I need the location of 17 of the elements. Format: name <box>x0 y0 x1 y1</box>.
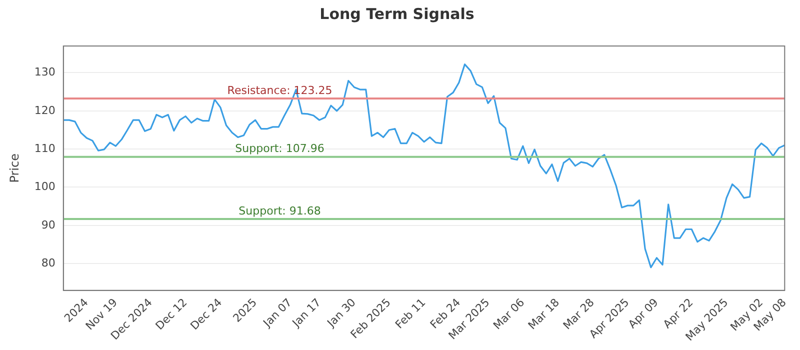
y-tick-label: 80 <box>41 256 56 270</box>
y-tick-label: 100 <box>34 180 56 194</box>
x-tick-label: Feb 11 <box>392 296 428 332</box>
y-axis-title: Price <box>7 154 22 183</box>
x-tick-label: Dec 24 <box>188 296 225 333</box>
ref-line-label: Support: 107.96 <box>235 142 324 156</box>
y-tick-label: 110 <box>34 142 56 155</box>
ref-line-label: Resistance: 123.25 <box>227 84 332 97</box>
y-tick-label: 120 <box>34 104 56 117</box>
ref-line-label: Support: 91.68 <box>238 204 321 218</box>
x-tick-label: Dec 12 <box>153 296 190 333</box>
chart-title: Long Term Signals <box>320 4 474 23</box>
x-tick-label: Mar 06 <box>490 296 528 332</box>
x-tick-label: Jan 17 <box>289 296 324 330</box>
y-tick-label: 90 <box>41 218 56 232</box>
x-tick-label: Mar 18 <box>526 296 562 332</box>
y-tick-label: 130 <box>34 66 56 79</box>
